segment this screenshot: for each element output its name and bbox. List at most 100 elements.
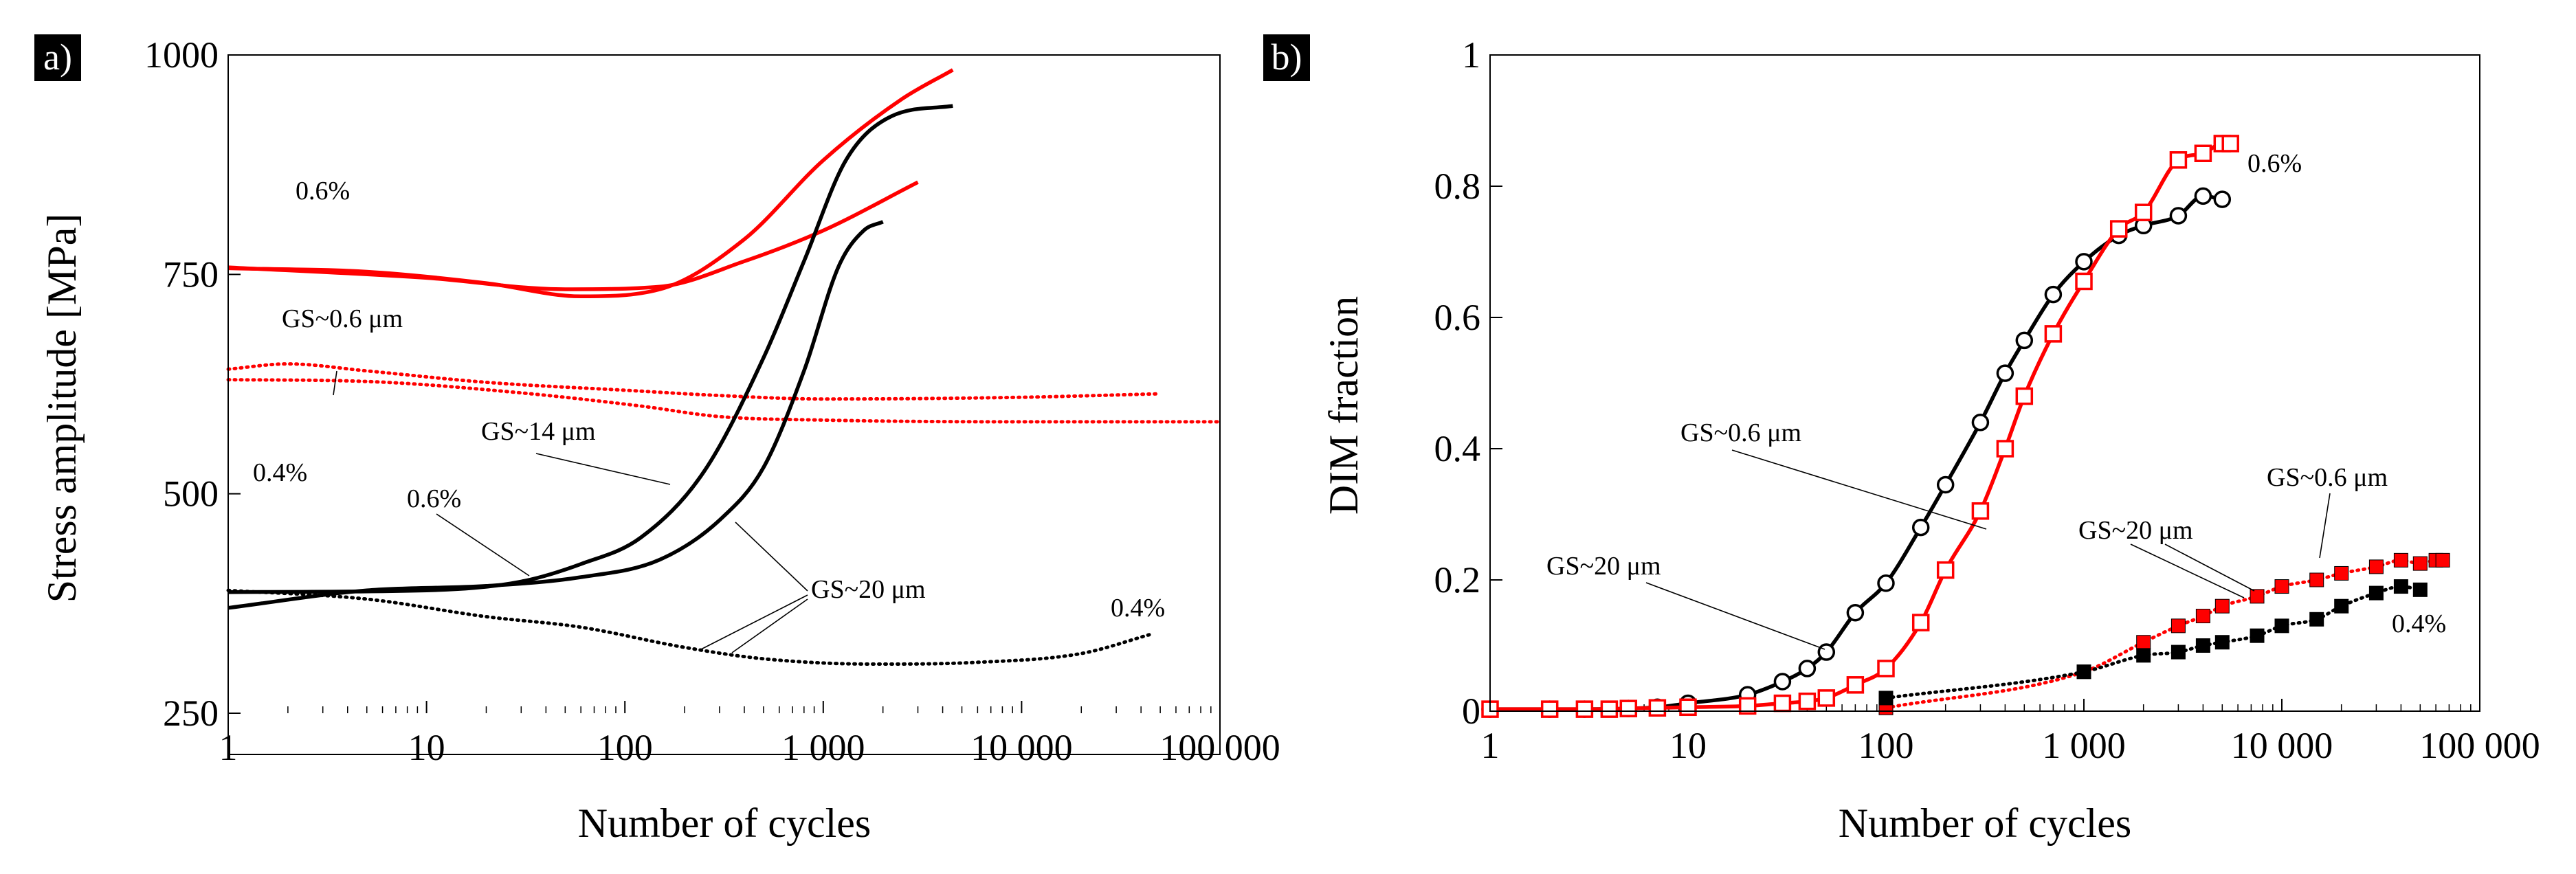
panel-b-series-1-point: [1996, 440, 2014, 458]
panel-b-series-0-point: [1971, 414, 1990, 432]
panel-a-series-line-4: [227, 104, 953, 594]
panel-b-series-0-point: [1798, 660, 1817, 677]
panel-a-series-line-6: [226, 588, 1153, 666]
panel-b-series-1-point: [1798, 692, 1817, 710]
panel-b-annotation-0p4pct: 0.4%: [2392, 609, 2446, 638]
panel-b-annotation-gs06-left: GS~0.6 μm: [1680, 418, 1801, 447]
panel-b-ticks: 1 10 100 1 000 10 000 100 000 0 0.2 0.4 0.6 0.8 1: [1434, 34, 2540, 766]
panel-b-series-1-point: [2194, 144, 2212, 162]
panel-b-series-0-point: [2044, 285, 2063, 304]
panel-a-y-tick-label: 500: [163, 473, 219, 515]
panel-b-series-3-point: [2334, 598, 2349, 614]
panel-b-y-tick-label: 1: [1462, 34, 1480, 76]
panel-b-series-line-2: [1884, 558, 2445, 710]
panel-b-series-2-point: [2274, 579, 2289, 594]
panel-a-annotation-0p6pct-black: 0.6%: [407, 484, 461, 513]
panel-b-plot-frame: [1489, 54, 2480, 712]
panel-b-series-3-point: [2412, 582, 2428, 597]
panel-b-x-tick-label: 1 000: [2042, 725, 2126, 766]
panel-b-x-axis-title: Number of cycles: [1839, 800, 2132, 846]
panel-b-series-0-point: [1877, 574, 1895, 592]
panel-a-label: a): [43, 36, 72, 78]
panel-a-y-tick-label: 1000: [144, 34, 219, 76]
panel-b-series-0-point: [1773, 673, 1792, 691]
panel-b-series-3-point: [2214, 635, 2230, 650]
panel-a-series-line-3: [226, 378, 1222, 424]
panel-b-y-tick-label: 0.8: [1434, 166, 1481, 207]
panel-a-y-tick-label: 250: [163, 693, 219, 734]
panel-a-x-tick-label: 10 000: [970, 727, 1073, 768]
panel-a-series-line-0: [227, 68, 954, 299]
panel-b-series-1-point: [2109, 220, 2128, 238]
panel-b-y-tick-label: 0.2: [1434, 559, 1481, 601]
panel-b-series-0-point: [2213, 190, 2232, 208]
panel-b-annotation-gs06-right: GS~0.6 μm: [2267, 463, 2388, 492]
panel-b-series-0-point: [1936, 475, 1955, 494]
panel-b-series-0-point: [2169, 207, 2188, 225]
panel-b-series-line-0: [1490, 194, 2223, 711]
panel-b-series-3-point: [2136, 648, 2151, 663]
panel-b: b) DIM fraction Number of cycles 1 10 100 1…: [1263, 34, 2540, 846]
panel-a-annotation-gs14: GS~14 μm: [481, 417, 596, 446]
panel-b-series-1-point: [1846, 676, 1865, 694]
panel-a-x-tick-label: 1 000: [781, 727, 865, 768]
panel-b-series-1-point: [1817, 689, 1836, 707]
panel-b-series-2-point: [2170, 618, 2186, 634]
panel-b-series-1-point: [1877, 660, 1895, 677]
panel-a-leader-lines: [333, 370, 808, 653]
panel-b-series-1-point: [1600, 700, 1619, 718]
panel-b-series-1-point: [1936, 561, 1955, 579]
panel-b-series-1-point: [1971, 502, 1990, 520]
panel-b-series-0-point: [2194, 187, 2212, 205]
panel-b-series-3-point: [2170, 645, 2186, 660]
panel-a-annotation-gs06-red: GS~0.6 μm: [282, 304, 403, 333]
panel-b-series-3-point: [2368, 585, 2384, 601]
panel-b-series-2-point: [2334, 565, 2349, 581]
panel-a-y-tick-label: 750: [163, 254, 219, 295]
panel-b-series-1-point: [1648, 699, 1667, 717]
panel-b-series-0-point: [2015, 331, 2034, 350]
panel-b-series-0-point: [1817, 643, 1836, 661]
panel-b-x-tick-label: 100: [1858, 725, 1914, 766]
panel-b-tag: b): [1263, 34, 1310, 81]
panel-b-y-axis-title: DIM fraction: [1321, 296, 1366, 515]
panel-a-y-axis-title: Stress amplitude [MPa]: [39, 214, 85, 603]
panel-b-series-1-point: [1540, 700, 1559, 718]
panel-b-series-3-point: [2309, 612, 2324, 627]
panel-a-series: [226, 68, 1222, 666]
panel-b-y-tick-label: 0: [1462, 691, 1480, 732]
panel-b-series-3-point: [2076, 664, 2091, 680]
panel-a-series-line-1: [227, 180, 919, 291]
panel-b-series-1-point: [2221, 135, 2239, 153]
panel-b-annotation-0p6pct: 0.6%: [2247, 149, 2302, 178]
panel-b-series-1-point: [1679, 698, 1697, 717]
panel-b-series-3-point: [2250, 628, 2265, 643]
panel-b-series-2-point: [2368, 559, 2384, 574]
panel-a: a) Stress amplitude [MPa] Number of cycl…: [34, 34, 1280, 846]
panel-a-series-line-2: [226, 362, 1162, 401]
panel-a-annotation-0p4pct-red: 0.4%: [253, 458, 307, 487]
panel-b-annotation-gs20-right: GS~20 μm: [2078, 516, 2193, 545]
panel-a-x-axis-title: Number of cycles: [578, 800, 871, 846]
panel-b-series-0-point: [2075, 253, 2093, 271]
panel-a-annotation-0p4pct-black: 0.4%: [1111, 594, 1165, 623]
panel-a-annotation-gs20: GS~20 μm: [811, 575, 926, 604]
panel-a-x-tick-label: 100: [597, 727, 653, 768]
panel-b-series-0-point: [1846, 604, 1865, 622]
panel-b-series-1-point: [1911, 614, 1930, 631]
panel-b-series-2-point: [2435, 552, 2450, 568]
panel-b-label: b): [1272, 36, 1302, 78]
panel-b-series-1-point: [2169, 151, 2188, 169]
panel-b-series-2-point: [2195, 609, 2210, 624]
panel-b-series-3-point: [2393, 579, 2408, 594]
panel-b-y-tick-label: 0.6: [1434, 297, 1481, 338]
panel-b-series-2-point: [2250, 589, 2265, 604]
panel-b-series-2-point: [2412, 556, 2428, 571]
panel-b-series-2-point: [2214, 598, 2230, 614]
panel-b-series-0-point: [1911, 518, 1930, 537]
panel-b-series-3-point: [1878, 691, 1894, 706]
panel-a-x-tick-label: 10: [408, 727, 445, 768]
panel-b-series-2-point: [2393, 552, 2408, 568]
